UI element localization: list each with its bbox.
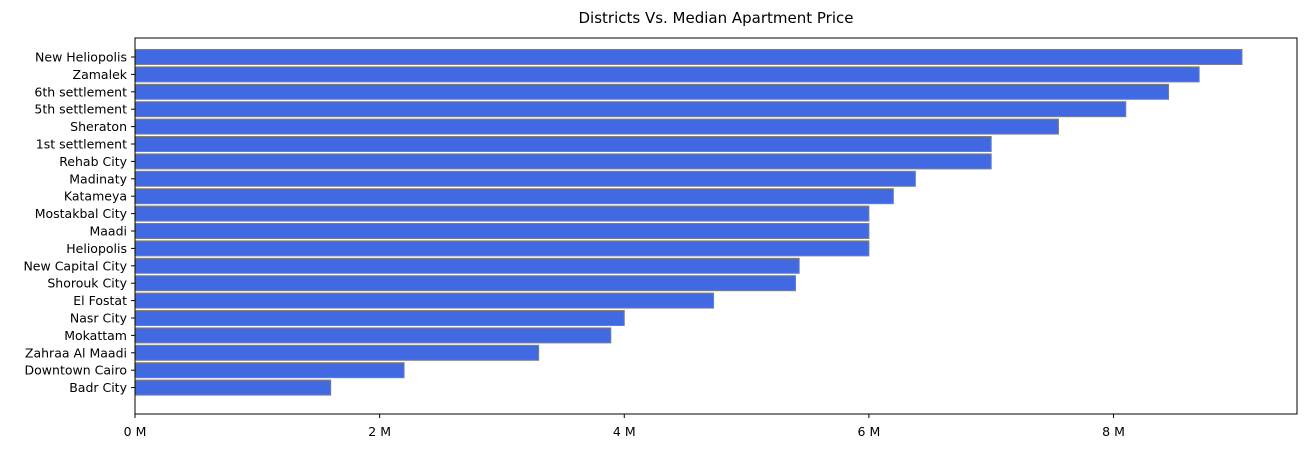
- category-label: Shorouk City: [47, 276, 127, 291]
- bar: [134, 223, 870, 239]
- category-label: Downtown Cairo: [25, 363, 127, 378]
- chart-title: Districts Vs. Median Apartment Price: [578, 9, 853, 27]
- x-tick-label: 8 M: [1102, 424, 1125, 439]
- bar: [134, 379, 332, 396]
- category-label: 5th settlement: [34, 102, 127, 117]
- bar: [134, 362, 405, 379]
- category-label: New Heliopolis: [35, 50, 127, 65]
- category-label: Rehab City: [59, 154, 127, 169]
- bar: [134, 188, 894, 205]
- category-label: Badr City: [69, 380, 127, 395]
- bar: [134, 240, 870, 257]
- x-tick-label: 0 M: [124, 424, 147, 439]
- category-label: Katameya: [64, 189, 127, 204]
- bar: [134, 292, 715, 309]
- category-label: Sheraton: [70, 119, 127, 134]
- category-labels: New Heliopolis Zamalek 6th settlement 5th s…: [23, 50, 135, 395]
- bar: [134, 66, 1200, 83]
- bar: [134, 83, 1170, 100]
- bar: [134, 101, 1127, 118]
- bar: [134, 205, 870, 222]
- category-label: 1st settlement: [36, 137, 127, 152]
- category-label: Mokattam: [64, 328, 127, 343]
- x-tick-label: 2 M: [368, 424, 391, 439]
- bar: [134, 344, 540, 361]
- bar: [134, 327, 612, 344]
- bars-group: [134, 49, 1243, 396]
- category-label: Madinaty: [69, 171, 127, 186]
- category-label: El Fostat: [73, 293, 127, 308]
- category-label: Nasr City: [70, 311, 128, 326]
- bar: [134, 118, 1059, 135]
- category-label: 6th settlement: [34, 84, 127, 99]
- plot-frame: [134, 37, 1298, 415]
- category-label: Heliopolis: [66, 241, 127, 256]
- bar: [134, 275, 797, 292]
- x-tick-label: 4 M: [613, 424, 636, 439]
- bar: [134, 257, 800, 274]
- x-axis-ticks: 0 M 2 M 4 M 6 M 8 M: [124, 414, 1125, 439]
- category-label: Mostakbal City: [35, 206, 128, 221]
- bar: [134, 49, 1243, 65]
- category-label: New Capital City: [23, 258, 127, 273]
- x-tick-label: 6 M: [858, 424, 881, 439]
- bar: [134, 170, 916, 187]
- category-label: Zahraa Al Maadi: [25, 345, 127, 360]
- bar: [134, 310, 625, 326]
- bar: [134, 153, 992, 170]
- category-label: Zamalek: [73, 67, 128, 82]
- category-label: Maadi: [89, 224, 127, 239]
- bar: [134, 136, 992, 152]
